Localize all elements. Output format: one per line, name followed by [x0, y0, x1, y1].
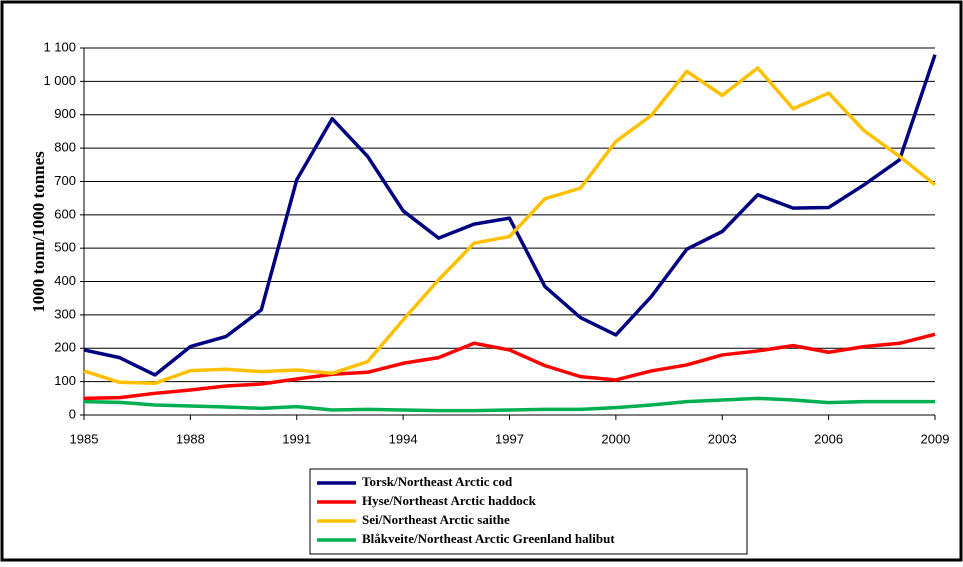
y-tick-label: 1 000 [43, 73, 76, 88]
series-line [83, 332, 936, 401]
y-tick-label: 200 [54, 340, 76, 355]
series-line [83, 396, 935, 413]
x-tick-label: 2009 [921, 431, 950, 446]
legend-label: Sei/Northeast Arctic saithe [362, 512, 510, 527]
legend-label: Torsk/Northeast Arctic cod [362, 474, 513, 489]
series-line [83, 66, 937, 386]
y-tick-label: 100 [54, 373, 76, 388]
x-tick-label: 2000 [601, 431, 630, 446]
y-tick-label: 400 [54, 273, 76, 288]
x-tick-label: 1988 [176, 431, 205, 446]
legend [309, 468, 748, 555]
y-tick-label: 900 [54, 106, 76, 121]
y-tick-label: 300 [54, 306, 76, 321]
y-tick-label: 800 [54, 140, 76, 155]
x-tick-label: 2006 [814, 431, 843, 446]
x-tick-label: 1994 [389, 431, 418, 446]
x-tick-label: 1991 [282, 431, 311, 446]
y-axis-label: 1000 tonn/1000 tonnes [29, 151, 48, 313]
legend-label: Hyse/Northeast Arctic haddock [362, 493, 537, 508]
y-tick-label: 700 [54, 173, 76, 188]
y-tick-label: 600 [54, 206, 76, 221]
x-tick-label: 1985 [70, 431, 99, 446]
legend-label: Blåkveite/Northeast Arctic Greenland hal… [362, 531, 615, 546]
series-line [83, 54, 937, 377]
x-tick-label: 1997 [495, 431, 524, 446]
x-tick-label: 2003 [708, 431, 737, 446]
y-tick-label: 500 [54, 240, 76, 255]
y-tick-label: 0 [69, 406, 76, 421]
y-tick-label: 1 100 [43, 39, 76, 54]
